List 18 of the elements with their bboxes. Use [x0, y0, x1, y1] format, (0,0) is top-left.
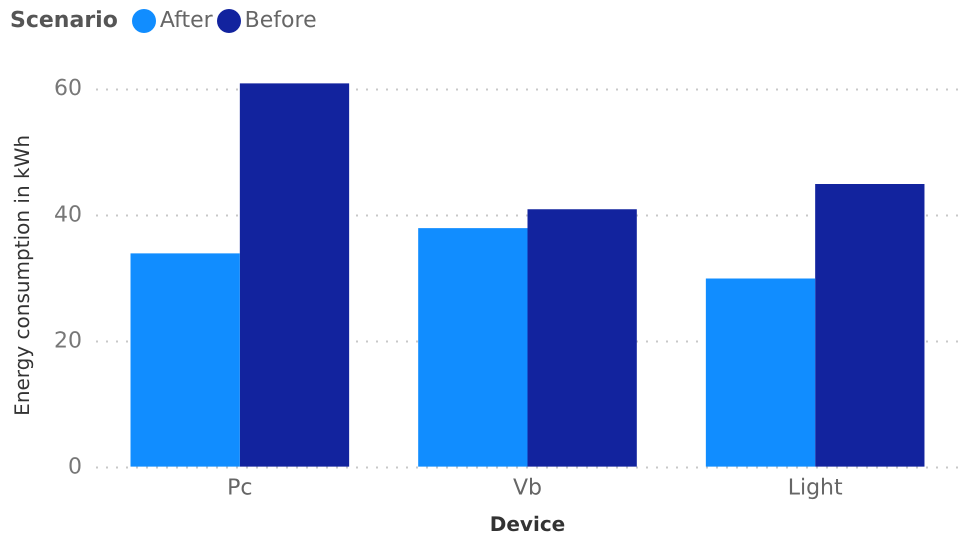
- y-tick-label: 40: [54, 202, 82, 228]
- bar: [706, 278, 816, 467]
- x-axis-title: Device: [490, 512, 566, 536]
- bar: [527, 209, 637, 467]
- y-tick-label: 0: [68, 454, 82, 480]
- x-tick-label: Light: [788, 476, 843, 501]
- legend-label: After: [160, 8, 213, 33]
- bar: [815, 184, 924, 467]
- bar: [240, 83, 350, 467]
- x-tick-label: Pc: [227, 476, 253, 501]
- y-tick-label: 20: [54, 328, 82, 354]
- y-axis-title: Energy consumption in kWh: [10, 134, 34, 416]
- legend-title: Scenario: [10, 8, 118, 33]
- bar: [130, 253, 240, 467]
- bar: [418, 228, 528, 467]
- y-tick-label: 60: [54, 76, 82, 102]
- x-tick-label: Vb: [512, 476, 542, 501]
- legend-label: Before: [244, 8, 317, 33]
